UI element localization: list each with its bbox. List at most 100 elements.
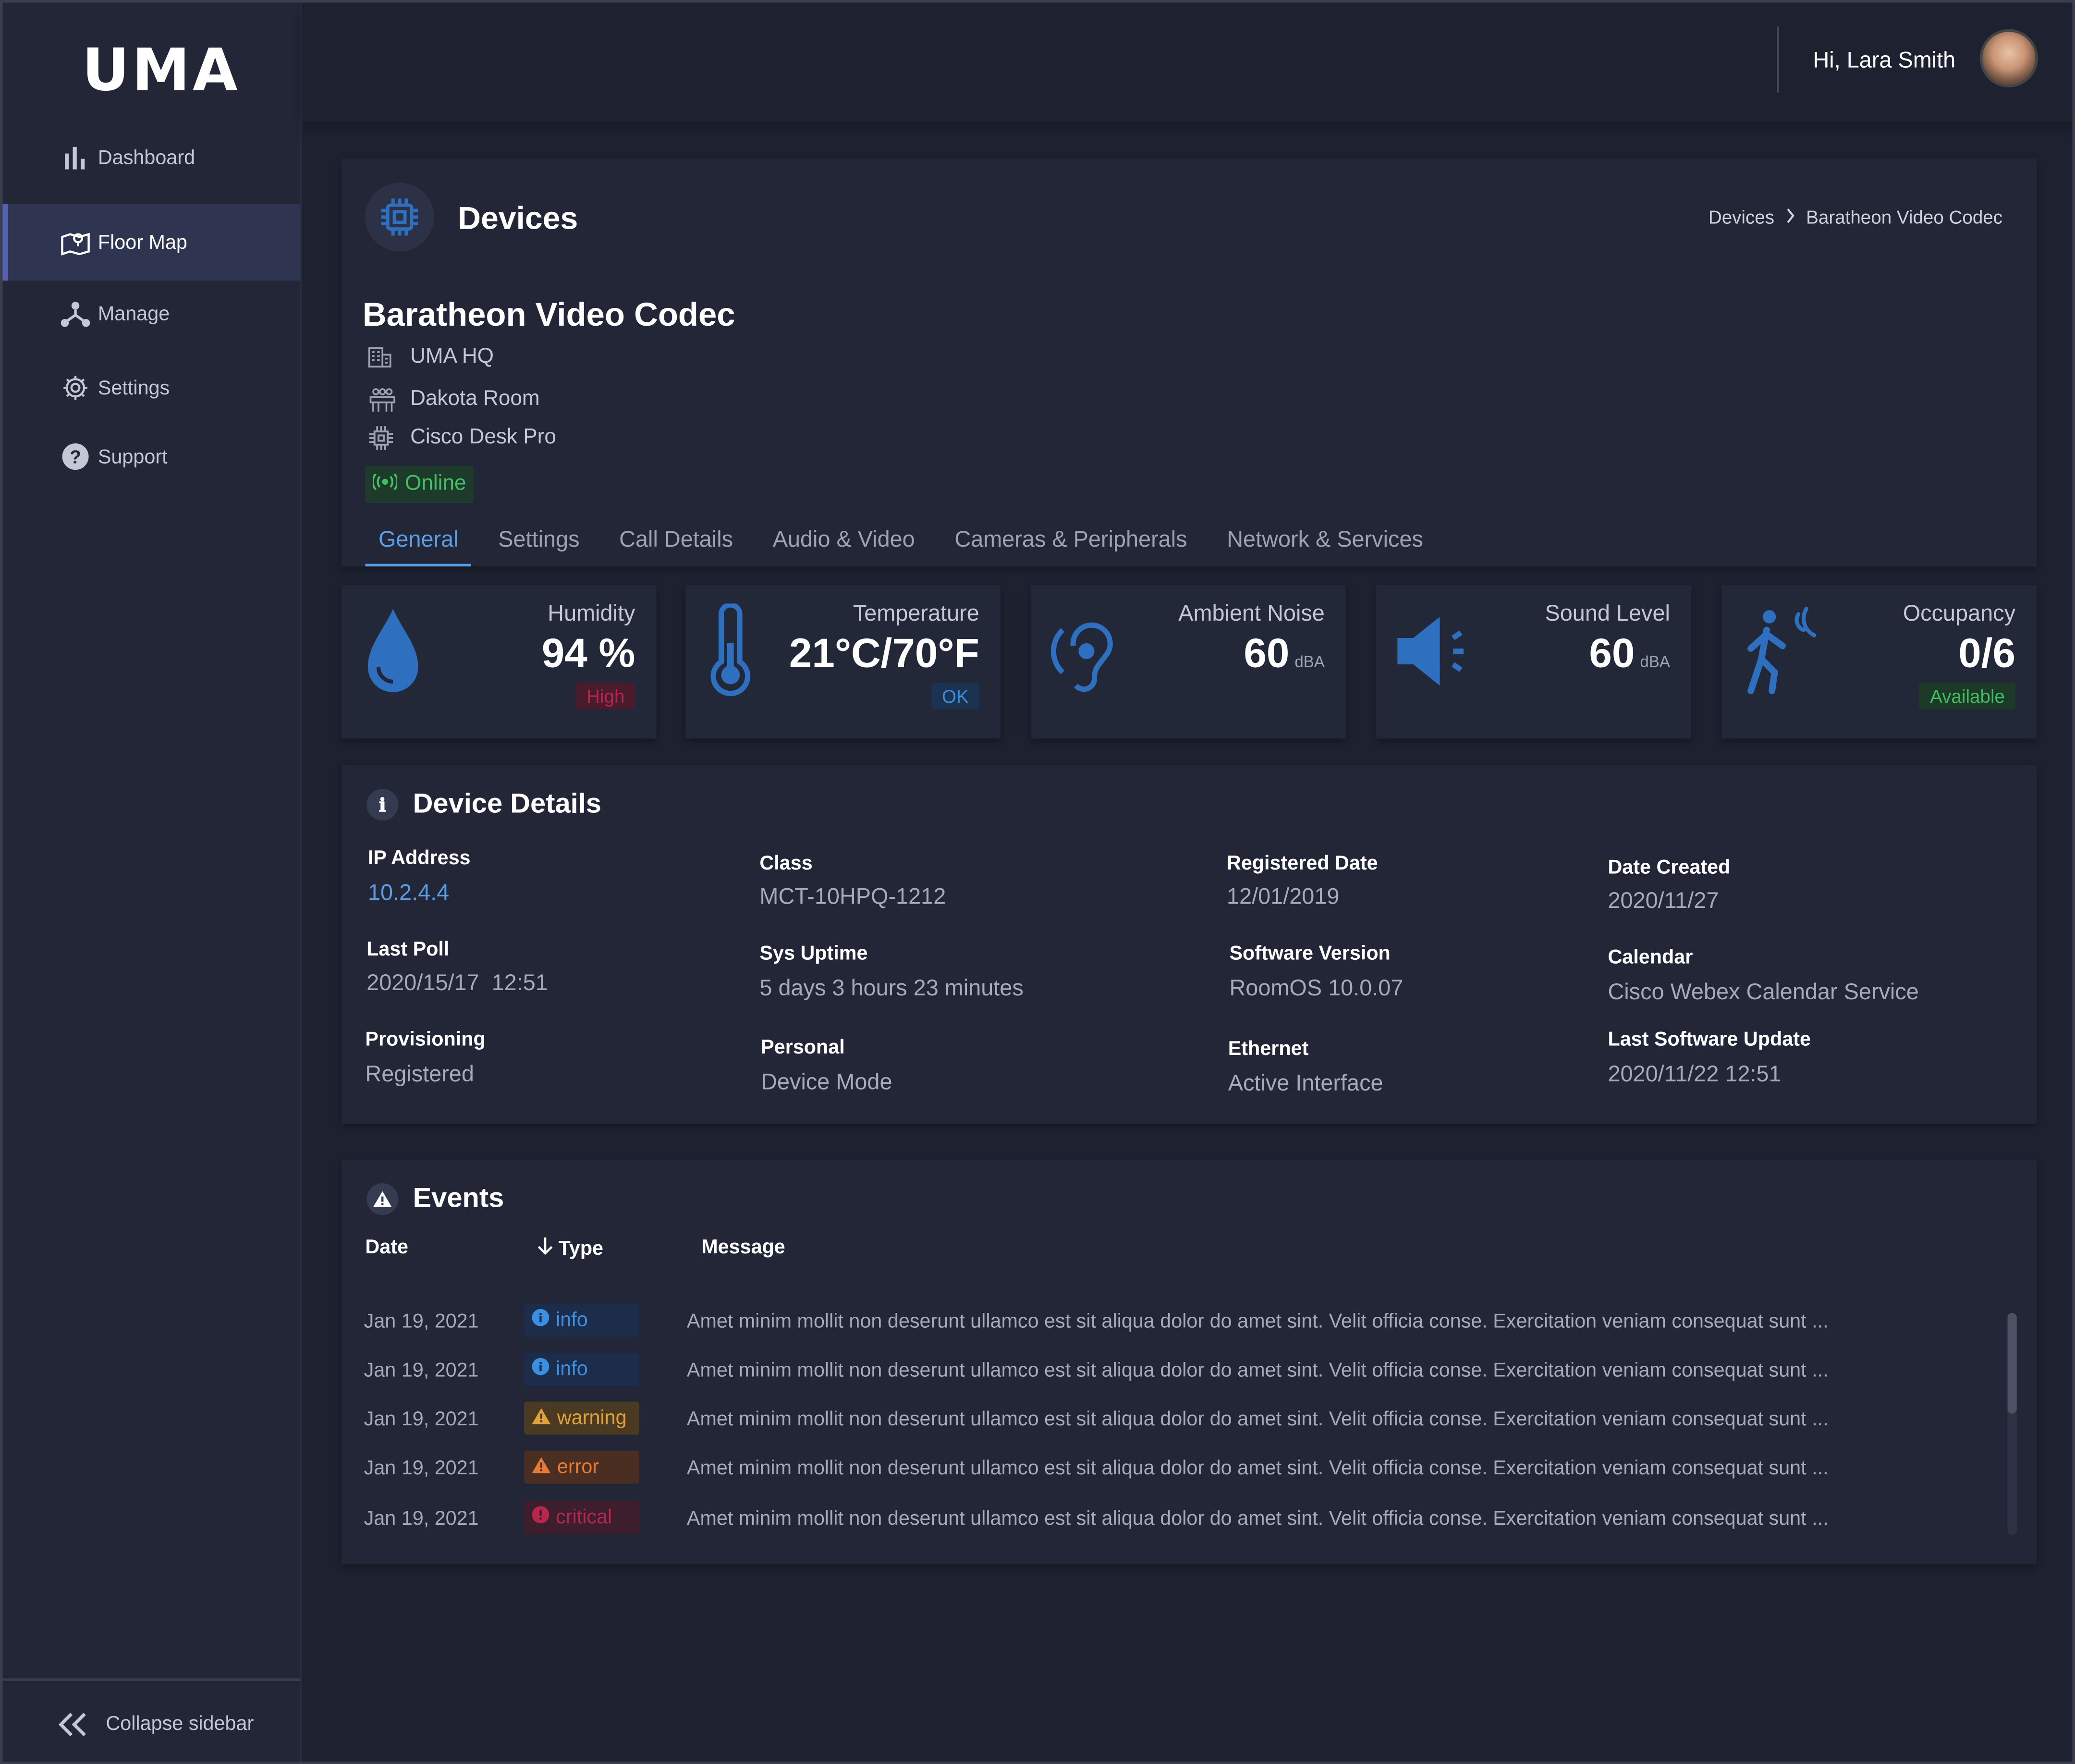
temperature-celsius: 21 <box>789 630 835 676</box>
device-name: Baratheon Video Codec <box>362 296 735 334</box>
ambient-noise-card: Ambient Noise 60 dBA <box>1031 585 1346 739</box>
sound-level-unit: dBA <box>1640 652 1670 671</box>
network-icon <box>61 299 90 329</box>
tab-general[interactable]: General <box>365 522 472 567</box>
event-date: Jan 19, 2021 <box>364 1408 479 1431</box>
app-logo: UMA <box>82 37 241 105</box>
water-drop-icon <box>360 603 426 705</box>
table-row[interactable]: Jan 19, 2021 info Amet minim mollit non … <box>364 1351 1886 1391</box>
ambient-noise-value: 60 dBA <box>1244 630 1325 677</box>
arrow-down-icon <box>536 1236 555 1260</box>
registered-date-label: Registered Date <box>1226 852 1378 875</box>
breadcrumb-link-devices[interactable]: Devices <box>1708 206 1775 228</box>
page-title: Devices <box>458 201 578 237</box>
scrollbar-thumb[interactable] <box>2007 1313 2017 1414</box>
temperature-card: Temperature 21°C/70°F OK <box>685 585 1001 739</box>
device-header-panel <box>341 159 2037 567</box>
table-row[interactable]: Jan 19, 2021 error Amet minim mollit non… <box>364 1449 1886 1489</box>
ip-address-link[interactable]: 10.2.4.4 <box>367 880 450 906</box>
ambient-noise-number: 60 <box>1244 630 1290 676</box>
warning-triangle-icon <box>532 1456 551 1479</box>
bar-chart-icon <box>61 143 90 172</box>
column-header-type[interactable]: Type <box>536 1236 603 1260</box>
tab-call-details[interactable]: Call Details <box>619 527 733 552</box>
status-text: Online <box>405 472 466 495</box>
tab-cameras-peripherals[interactable]: Cameras & Peripherals <box>954 527 1187 552</box>
ethernet-value: Active Interface <box>1228 1070 1383 1096</box>
ear-icon <box>1050 603 1116 705</box>
events-scrollbar[interactable] <box>2007 1313 2017 1535</box>
tab-audio-video[interactable]: Audio & Video <box>772 527 915 552</box>
device-room: Dakota Room <box>368 386 540 413</box>
table-row[interactable]: Jan 19, 2021 critical Amet minim mollit … <box>364 1500 1886 1540</box>
location-label: UMA HQ <box>410 345 494 368</box>
model-label: Cisco Desk Pro <box>410 426 556 449</box>
event-message: Amet minim mollit non deserunt ullamco e… <box>686 1408 1829 1431</box>
sidebar-item-floor-map[interactable]: Floor Map <box>2 204 301 281</box>
sidebar-item-label: Manage <box>98 302 170 325</box>
collapse-sidebar-button[interactable]: Collapse sidebar <box>2 1678 301 1762</box>
chip-icon <box>365 183 434 252</box>
sidebar-item-support[interactable]: ? Support <box>3 425 301 488</box>
critical-circle-icon <box>532 1506 549 1529</box>
event-type-label: critical <box>556 1506 612 1529</box>
column-header-message[interactable]: Message <box>701 1236 785 1259</box>
sidebar-item-label: Dashboard <box>98 146 195 169</box>
ip-address-label: IP Address <box>367 847 471 870</box>
tab-settings[interactable]: Settings <box>498 527 580 552</box>
provisioning-label: Provisioning <box>365 1028 486 1051</box>
occupancy-value: 0/6 <box>1958 630 2016 676</box>
provisioning-value: Registered <box>365 1061 474 1087</box>
calendar-label: Calendar <box>1608 946 1693 969</box>
column-header-date[interactable]: Date <box>365 1236 408 1259</box>
temperature-status-badge: OK <box>931 683 979 710</box>
event-date: Jan 19, 2021 <box>364 1310 479 1333</box>
humidity-value: 94 % <box>541 630 635 676</box>
collapse-sidebar-label: Collapse sidebar <box>106 1713 254 1735</box>
occupancy-status-badge: Available <box>1919 683 2016 710</box>
event-type-label: error <box>557 1456 599 1479</box>
room-label: Dakota Room <box>410 388 540 411</box>
warning-triangle-icon <box>532 1407 551 1430</box>
info-circle-icon <box>532 1309 549 1332</box>
table-row[interactable]: Jan 19, 2021 warning Amet minim mollit n… <box>364 1400 1886 1440</box>
last-software-update-value: 2020/11/22 12:51 <box>1608 1061 1782 1087</box>
sidebar: UMA Dashboard Floor Map Manage Settings <box>2 2 302 1762</box>
ambient-noise-label: Ambient Noise <box>1178 600 1325 626</box>
sound-level-value: 60 dBA <box>1589 630 1670 677</box>
sidebar-item-label: Floor Map <box>98 231 187 254</box>
last-software-update-label: Last Software Update <box>1608 1028 1811 1051</box>
class-label: Class <box>759 852 813 875</box>
sidebar-item-label: Settings <box>98 376 170 399</box>
event-type-badge: warning <box>524 1401 639 1435</box>
tab-network-services[interactable]: Network & Services <box>1227 527 1423 552</box>
event-message: Amet minim mollit non deserunt ullamco e… <box>686 1359 1829 1382</box>
table-row[interactable]: Jan 19, 2021 info Amet minim mollit non … <box>364 1302 1886 1342</box>
signal-icon <box>372 473 399 497</box>
humidity-status-badge: High <box>576 683 635 710</box>
user-greeting[interactable]: Hi, Lara Smith <box>1813 48 1956 73</box>
building-icon <box>368 347 397 368</box>
event-message: Amet minim mollit non deserunt ullamco e… <box>686 1457 1829 1480</box>
sidebar-item-settings[interactable]: Settings <box>3 356 301 419</box>
svg-text:?: ? <box>70 447 81 467</box>
sidebar-item-dashboard[interactable]: Dashboard <box>3 126 301 189</box>
avatar[interactable] <box>1979 29 2038 87</box>
floor-map-icon <box>61 228 90 257</box>
sidebar-item-manage[interactable]: Manage <box>3 282 301 345</box>
breadcrumb: Devices Baratheon Video Codec <box>1709 207 2002 228</box>
events-heading: Events <box>413 1183 504 1214</box>
double-chevron-left-icon <box>56 1711 90 1737</box>
event-type-badge: info <box>524 1303 639 1337</box>
conference-room-icon <box>368 386 397 413</box>
status-badge: Online <box>365 466 475 503</box>
event-date: Jan 19, 2021 <box>364 1359 479 1382</box>
occupancy-card: Occupancy 0/6 Available <box>1721 585 2037 739</box>
sys-uptime-value: 5 days 3 hours 23 minutes <box>759 975 1024 1001</box>
calendar-value: Cisco Webex Calendar Service <box>1608 979 1919 1005</box>
event-type-label: warning <box>557 1407 627 1430</box>
tab-bar: General Settings Call Details Audio & Vi… <box>365 522 1450 567</box>
chip-icon <box>368 425 397 451</box>
event-message: Amet minim mollit non deserunt ullamco e… <box>686 1507 1829 1530</box>
